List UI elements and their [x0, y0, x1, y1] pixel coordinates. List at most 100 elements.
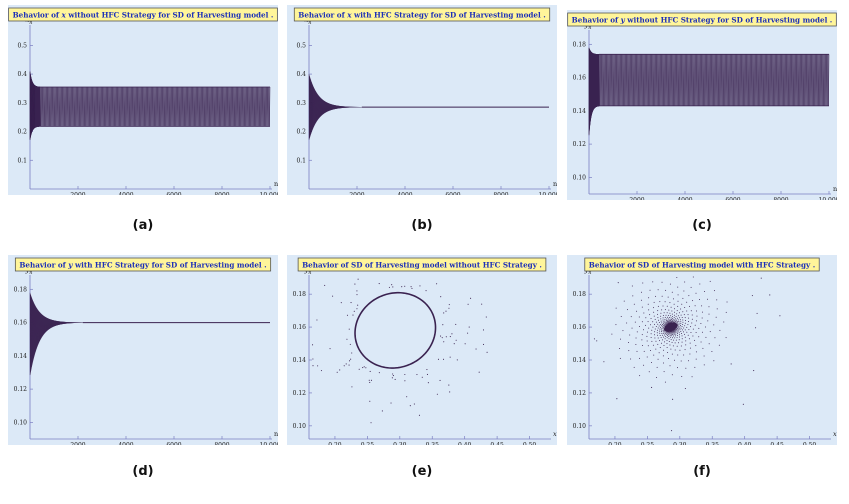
spiral-point: [657, 313, 659, 315]
spiral-point: [653, 334, 655, 336]
spiral-point: [647, 303, 649, 305]
spiral-point: [650, 318, 652, 320]
x-tick-label: 6000: [166, 192, 181, 195]
x-tick-label: 2000: [70, 442, 85, 445]
transient-point: [443, 312, 445, 314]
transient-point: [339, 369, 341, 371]
transient-point: [442, 358, 445, 360]
x-tick-label: 0.50: [523, 442, 537, 445]
spiral-point: [681, 317, 683, 319]
spiral-point: [657, 305, 659, 307]
spiral-point: [669, 365, 671, 367]
spiral-point: [629, 334, 631, 336]
spiral-point: [675, 321, 677, 323]
spiral-point: [674, 331, 676, 333]
spiral-point: [655, 325, 657, 327]
spiral-point: [661, 329, 663, 331]
spiral-point: [668, 338, 670, 340]
spiral-point: [628, 341, 630, 343]
title-text: Behavior of x without HFC Strategy for S…: [13, 11, 274, 20]
spiral-point: [675, 329, 677, 331]
transient-point: [317, 365, 319, 367]
y-tick-label: 0.12: [573, 141, 587, 148]
spiral-point: [708, 313, 710, 315]
spiral-point: [665, 333, 667, 335]
spiral-point: [667, 322, 669, 324]
spiral-point: [666, 335, 668, 337]
spiral-point: [692, 328, 694, 330]
spiral-point: [708, 306, 710, 308]
spiral-point: [695, 292, 697, 294]
spiral-point: [709, 280, 711, 282]
transient-point: [312, 365, 314, 367]
spiral-point: [676, 337, 678, 339]
spiral-point: [683, 354, 685, 356]
spiral-point: [663, 332, 665, 334]
transient-point: [378, 372, 380, 374]
transient-point: [348, 328, 350, 330]
spiral-point: [687, 334, 689, 336]
spiral-point: [713, 290, 715, 292]
caption-b: (b): [411, 218, 433, 233]
spiral-point: [725, 337, 727, 339]
y-tick-label: 0.10: [14, 419, 28, 426]
spiral-point: [678, 330, 680, 332]
spiral-point: [664, 316, 666, 318]
spiral-point: [667, 318, 669, 320]
spiral-point: [704, 291, 706, 293]
spiral-point: [665, 323, 667, 325]
title-box: [8, 7, 278, 22]
transient-point: [332, 295, 334, 297]
spiral-point: [673, 321, 675, 323]
spiral-point: [676, 310, 678, 312]
spiral-point: [681, 326, 683, 328]
spiral-point: [640, 299, 642, 301]
spiral-point: [687, 324, 689, 326]
spiral-point: [684, 329, 686, 331]
spiral-point: [641, 345, 643, 347]
x-tick-label: 0.30: [393, 442, 407, 445]
transient-point: [756, 312, 758, 314]
spiral-point: [671, 310, 673, 312]
spiral-point: [662, 355, 664, 357]
spiral-point: [705, 336, 707, 338]
spiral-point: [664, 381, 666, 383]
transient-point: [421, 376, 423, 378]
transient-point: [392, 375, 394, 377]
transient-point: [404, 380, 406, 382]
spiral-point: [709, 331, 711, 333]
spiral-point: [695, 358, 697, 360]
transient-point: [468, 326, 470, 328]
series-plot: [593, 276, 781, 432]
spiral-point: [692, 276, 694, 278]
spiral-point: [707, 320, 709, 322]
x-tick-label: 2000: [349, 192, 364, 195]
spiral-point: [675, 339, 677, 341]
spiral-point: [634, 321, 636, 323]
transient-point: [392, 286, 394, 288]
spiral-point: [670, 332, 672, 334]
chart-title: Behavior of y with HFC Strategy for SD o…: [14, 257, 272, 272]
title-text: Behavior of SD of Harvesting model witho…: [302, 261, 542, 270]
title-box: [297, 257, 547, 272]
spiral-point: [670, 306, 672, 308]
transient-point: [440, 296, 442, 298]
transient-point: [388, 286, 390, 288]
x-tick-label: 0.50: [803, 442, 817, 445]
spiral-point: [666, 318, 668, 320]
spiral-point: [667, 351, 669, 353]
spiral-point: [665, 320, 667, 322]
spiral-point: [673, 317, 675, 319]
spiral-point: [707, 298, 709, 300]
transient-point: [456, 359, 458, 361]
spiral-point: [673, 319, 675, 321]
spiral-point: [668, 357, 670, 359]
spiral-point: [677, 315, 679, 317]
title-part: y: [620, 16, 626, 25]
transient-point: [482, 343, 485, 346]
spiral-point: [664, 325, 666, 327]
transient-point: [672, 398, 674, 400]
spiral-point: [688, 295, 690, 297]
title-text: Behavior of SD of Harvesting model with …: [589, 261, 815, 270]
spiral-point: [678, 327, 680, 329]
